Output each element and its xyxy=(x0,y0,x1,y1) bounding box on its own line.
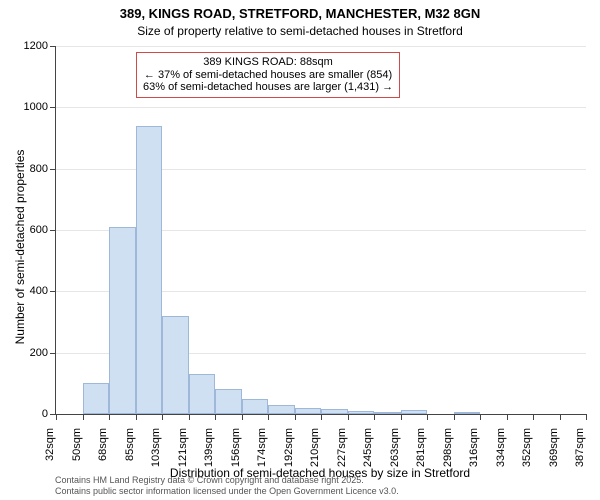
histogram-bar xyxy=(83,383,110,414)
x-tick xyxy=(162,414,163,420)
annotation-line-2: ← 37% of semi-detached houses are smalle… xyxy=(143,69,393,82)
gridline xyxy=(56,107,586,108)
title-line-1: 389, KINGS ROAD, STRETFORD, MANCHESTER, … xyxy=(0,6,600,21)
y-tick-label: 1200 xyxy=(24,40,56,52)
title-line-2: Size of property relative to semi-detach… xyxy=(0,24,600,38)
y-tick-label: 800 xyxy=(30,163,56,175)
histogram-bar xyxy=(109,227,136,414)
y-tick-label: 600 xyxy=(30,224,56,236)
x-tick-label: 103sqm xyxy=(150,420,162,467)
histogram-bar xyxy=(454,412,481,414)
gridline xyxy=(56,46,586,47)
histogram-bar xyxy=(242,399,269,414)
x-tick-label: 68sqm xyxy=(97,420,109,461)
histogram-bar xyxy=(348,411,375,414)
footer-line-2: Contains public sector information licen… xyxy=(55,486,399,496)
chart-container: 389, KINGS ROAD, STRETFORD, MANCHESTER, … xyxy=(0,0,600,500)
x-tick-label: 121sqm xyxy=(177,420,189,467)
x-tick xyxy=(374,414,375,420)
plot-area: 02004006008001000120032sqm50sqm68sqm85sq… xyxy=(55,46,586,415)
x-tick-label: 192sqm xyxy=(283,420,295,467)
x-tick-label: 334sqm xyxy=(495,420,507,467)
histogram-bar xyxy=(374,412,401,414)
y-tick-label: 0 xyxy=(42,408,56,420)
x-tick-label: 298sqm xyxy=(442,420,454,467)
histogram-bar xyxy=(295,408,322,414)
histogram-bar xyxy=(162,316,189,414)
x-tick-label: 174sqm xyxy=(256,420,268,467)
x-tick-label: 210sqm xyxy=(309,420,321,467)
y-tick-label: 400 xyxy=(30,285,56,297)
histogram-bar xyxy=(401,410,428,414)
annotation-box: 389 KINGS ROAD: 88sqm ← 37% of semi-deta… xyxy=(136,52,400,98)
x-tick-label: 32sqm xyxy=(44,420,56,461)
x-tick-label: 369sqm xyxy=(548,420,560,467)
x-tick-label: 245sqm xyxy=(362,420,374,467)
annotation-line-1: 389 KINGS ROAD: 88sqm xyxy=(143,56,393,69)
histogram-bar xyxy=(321,409,348,414)
y-tick-label: 200 xyxy=(30,347,56,359)
x-tick-label: 85sqm xyxy=(124,420,136,461)
x-tick xyxy=(56,414,57,420)
x-tick-label: 387sqm xyxy=(574,420,586,467)
footer-attribution: Contains HM Land Registry data © Crown c… xyxy=(55,475,399,496)
x-tick-label: 352sqm xyxy=(521,420,533,467)
x-tick xyxy=(215,414,216,420)
x-tick xyxy=(480,414,481,420)
histogram-bar xyxy=(136,126,163,414)
histogram-bar xyxy=(268,405,295,414)
x-tick-label: 316sqm xyxy=(468,420,480,467)
x-tick xyxy=(586,414,587,420)
x-tick-label: 139sqm xyxy=(203,420,215,467)
histogram-bar xyxy=(189,374,216,414)
annotation-line-3: 63% of semi-detached houses are larger (… xyxy=(143,81,393,94)
x-tick xyxy=(268,414,269,420)
x-tick xyxy=(427,414,428,420)
footer-line-1: Contains HM Land Registry data © Crown c… xyxy=(55,475,399,485)
x-tick-label: 50sqm xyxy=(71,420,83,461)
x-tick xyxy=(533,414,534,420)
x-tick-label: 281sqm xyxy=(415,420,427,467)
x-tick-label: 227sqm xyxy=(336,420,348,467)
x-tick-label: 156sqm xyxy=(230,420,242,467)
y-tick-label: 1000 xyxy=(24,101,56,113)
histogram-bar xyxy=(215,389,242,414)
x-tick xyxy=(321,414,322,420)
x-tick xyxy=(109,414,110,420)
x-tick-label: 263sqm xyxy=(389,420,401,467)
